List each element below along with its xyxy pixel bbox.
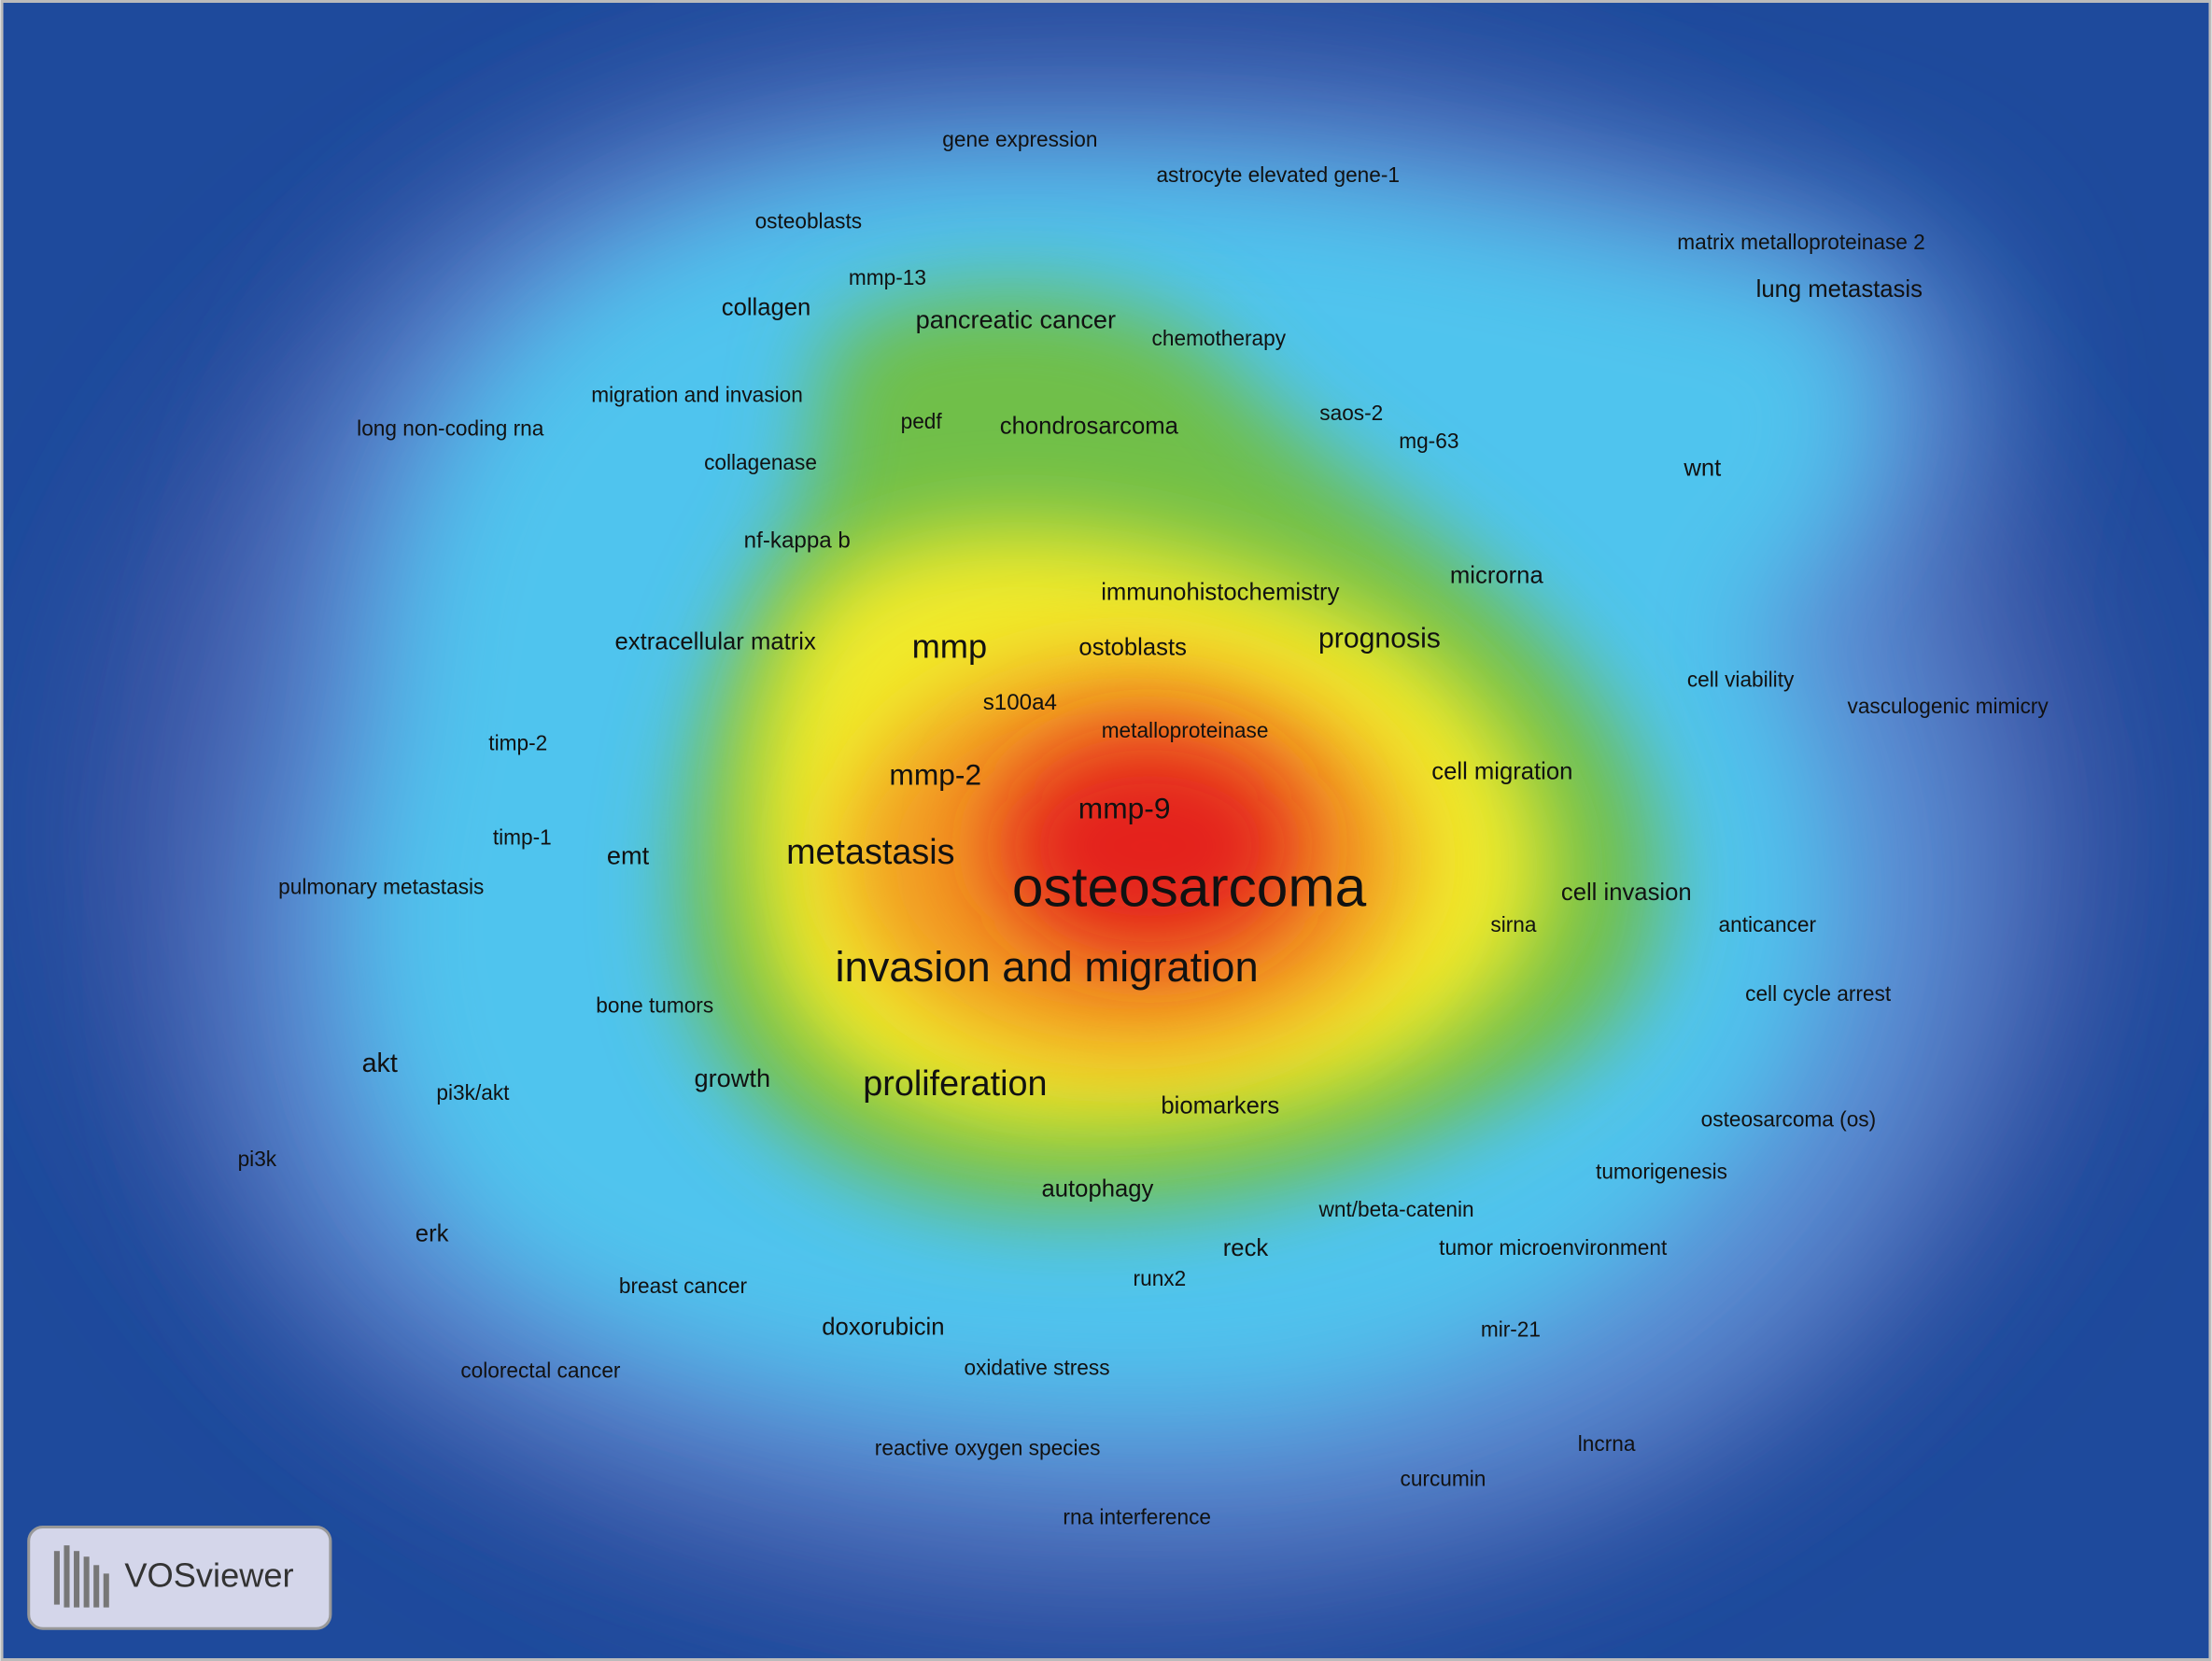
keyword-label: vasculogenic mimicry <box>1848 694 2050 718</box>
keyword-label: astrocyte elevated gene-1 <box>1156 162 1400 187</box>
keyword-label: s100a4 <box>983 690 1057 715</box>
keyword-label: wnt <box>1683 456 1721 482</box>
keyword-label: osteosarcoma (os) <box>1701 1107 1876 1132</box>
keyword-label: collagenase <box>704 450 817 474</box>
keyword-label: lncrna <box>1578 1431 1636 1456</box>
keyword-label: pi3k/akt <box>436 1080 510 1105</box>
density-layers <box>85 42 2116 1622</box>
keyword-label: breast cancer <box>619 1274 748 1298</box>
keyword-label: proliferation <box>863 1063 1047 1103</box>
keyword-label: autophagy <box>1042 1175 1154 1202</box>
keyword-label: lung metastasis <box>1756 276 1923 303</box>
keyword-label: colorectal cancer <box>460 1358 621 1382</box>
keyword-label: wnt/beta-catenin <box>1318 1197 1474 1221</box>
keyword-label: cell invasion <box>1561 880 1692 906</box>
keyword-label: extracellular matrix <box>615 628 816 655</box>
keyword-label: migration and invasion <box>591 382 803 406</box>
keyword-label: saos-2 <box>1319 401 1383 425</box>
keyword-label: prognosis <box>1318 624 1441 655</box>
keyword-label: ostoblasts <box>1078 634 1187 660</box>
keyword-label: tumor microenvironment <box>1439 1235 1668 1260</box>
keyword-label: gene expression <box>942 127 1097 151</box>
keyword-label: reactive oxygen species <box>875 1435 1101 1459</box>
keyword-label: reck <box>1223 1235 1269 1261</box>
logo: VOSviewer <box>27 1526 332 1630</box>
logo-icon <box>53 1545 109 1608</box>
keyword-label: sirna <box>1490 912 1536 936</box>
keyword-label: matrix metalloproteinase 2 <box>1677 230 1925 254</box>
keyword-label: osteoblasts <box>755 209 863 233</box>
keyword-label: invasion and migration <box>835 943 1258 991</box>
keyword-label: mmp-2 <box>889 757 981 791</box>
keyword-label: pedf <box>901 409 943 433</box>
keyword-label: mg-63 <box>1399 429 1458 453</box>
keyword-label: metastasis <box>786 832 954 871</box>
keyword-label: runx2 <box>1134 1266 1187 1290</box>
keyword-label: microrna <box>1450 562 1544 588</box>
keyword-label: nf-kappa b <box>744 528 851 553</box>
keyword-label: cell migration <box>1431 758 1572 784</box>
keyword-labels: gene expression astrocyte elevated gene-1… <box>238 127 2050 1528</box>
keyword-label: tumorigenesis <box>1596 1159 1727 1183</box>
keyword-label: erk <box>416 1221 449 1247</box>
keyword-label: growth <box>695 1063 771 1092</box>
keyword-label: collagen <box>722 295 811 321</box>
keyword-label: chemotherapy <box>1152 326 1287 350</box>
keyword-label: rna interference <box>1063 1504 1211 1528</box>
keyword-label: oxidative stress <box>964 1355 1109 1379</box>
keyword-label: emt <box>607 840 650 869</box>
keyword-label: mir-21 <box>1481 1317 1541 1342</box>
keyword-label: mmp-9 <box>1078 792 1171 825</box>
keyword-label: curcumin <box>1401 1467 1486 1491</box>
keyword-label: timp-2 <box>488 730 547 754</box>
keyword-label: immunohistochemistry <box>1101 580 1339 606</box>
keyword-label: osteosarcoma <box>1012 854 1367 918</box>
keyword-label: pi3k <box>238 1147 277 1171</box>
keyword-label: anticancer <box>1719 912 1817 936</box>
logo-text: VOSviewer <box>124 1555 293 1594</box>
keyword-label: biomarkers <box>1161 1092 1279 1119</box>
keyword-label: cell cycle arrest <box>1745 981 1892 1006</box>
keyword-label: akt <box>362 1049 398 1078</box>
keyword-label: pancreatic cancer <box>916 305 1116 334</box>
keyword-label: mmp <box>912 626 988 665</box>
keyword-label: bone tumors <box>596 992 713 1017</box>
keyword-label: doxorubicin <box>822 1314 944 1340</box>
keyword-label: mmp-13 <box>849 265 926 289</box>
keyword-label: cell viability <box>1687 667 1795 691</box>
keyword-label: timp-1 <box>493 825 552 850</box>
keyword-label: long non-coding rna <box>357 416 544 441</box>
keyword-label: chondrosarcoma <box>1000 413 1179 439</box>
keyword-label: pulmonary metastasis <box>278 874 484 898</box>
keyword-label: metalloproteinase <box>1102 718 1269 742</box>
